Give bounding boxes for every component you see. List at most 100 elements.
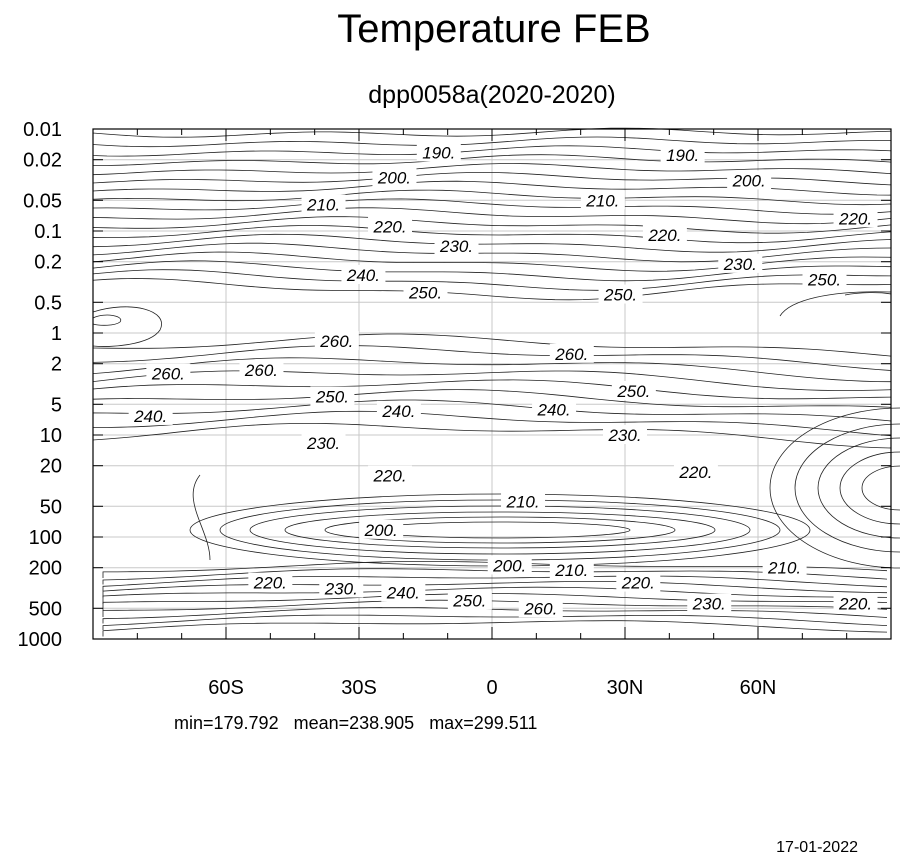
contour-line-50: [192, 474, 211, 561]
contour-label-bg: [687, 593, 732, 613]
y-tick-label: 0.05: [23, 190, 62, 212]
y-tick-label: 100: [29, 527, 62, 549]
contour-line-34: [794, 423, 901, 553]
contour-lines: [92, 127, 901, 637]
contour-label-bg: [833, 208, 878, 228]
y-tick-label: 500: [29, 598, 62, 620]
y-tick-label: 200: [29, 558, 62, 580]
contour-label-bg: [487, 555, 532, 575]
date-text: 17-01-2022: [776, 839, 858, 856]
contour-line-17: [92, 278, 892, 301]
contour-label-23: 240.: [537, 400, 571, 419]
y-tick-label: 50: [40, 496, 62, 518]
contour-label-32: 210.: [767, 559, 801, 578]
contour-line-33: [769, 407, 901, 569]
contour-label-12: 250.: [408, 283, 442, 302]
contour-line-9: [92, 207, 892, 225]
contour-line-10: [92, 216, 892, 234]
y-tick-label: 0.1: [34, 221, 62, 243]
contour-label-bg: [310, 386, 355, 406]
contour-label-bg: [319, 578, 364, 598]
contour-label-31: 210.: [554, 561, 588, 580]
contour-line-8: [92, 198, 892, 215]
contour-label-7: 220.: [647, 226, 681, 245]
contour-label-39: 250.: [452, 592, 486, 611]
contour-line-12: [92, 233, 892, 253]
contour-line-28: [219, 499, 781, 561]
y-tick-label: 0.2: [34, 252, 62, 274]
contour-line-20: [92, 357, 892, 383]
x-tick-label: 30S: [341, 677, 377, 699]
contour-label-24: 230.: [306, 434, 340, 453]
y-tick-label: 0.02: [23, 150, 62, 172]
contour-label-4: 210.: [306, 196, 340, 215]
y-tick-label: 0.01: [23, 119, 62, 141]
contour-label-bg: [372, 167, 417, 187]
contour-line-51: [779, 291, 892, 317]
contour-label-33: 220.: [253, 574, 287, 593]
contour-line-3: [92, 154, 892, 167]
contour-label-35: 220.: [838, 595, 872, 614]
chart-title: Temperature FEB: [337, 7, 650, 51]
contour-label-26: 220.: [372, 467, 406, 486]
contour-line-37: [861, 465, 901, 511]
x-axis-ticks: 60S 30S 0 30N 60N: [136, 129, 848, 699]
contour-label-2: 200.: [377, 169, 411, 188]
contour-label-25: 230.: [607, 426, 641, 445]
contour-label-bg: [146, 363, 191, 383]
contour-label-bg: [447, 590, 492, 610]
contour-label-bg: [549, 343, 594, 363]
contour-label-bg: [532, 399, 577, 419]
contour-label-bg: [368, 465, 413, 485]
contour-label-bg: [518, 598, 563, 618]
contour-label-bg: [673, 461, 718, 481]
y-tick-label: 5: [51, 394, 62, 416]
y-tick-label: 20: [40, 456, 62, 478]
contour-label-bg: [727, 170, 772, 190]
contour-line-22: [92, 379, 892, 400]
y-tick-label: 0.5: [34, 292, 62, 314]
y-tick-label: 2: [51, 354, 62, 376]
y-tick-label: 1: [51, 323, 62, 345]
contour-line-7: [92, 189, 892, 206]
contour-label-6: 220.: [372, 217, 406, 236]
contour-line-46: [102, 614, 888, 630]
contour-line-27: [189, 493, 811, 567]
contour-label-bg: [762, 557, 807, 577]
contour-label-bg: [359, 519, 404, 539]
contour-label-bg: [403, 282, 448, 302]
contour-label-bg: [580, 190, 625, 210]
contour-label-18: 260.: [244, 361, 278, 380]
contour-label-28: 210.: [505, 493, 539, 512]
contour-label-bg: [248, 572, 293, 592]
contour-line-36: [839, 451, 901, 525]
contour-label-9: 230.: [439, 237, 473, 256]
contour-label-13: 250.: [603, 286, 637, 305]
contour-label-bg: [802, 269, 847, 289]
contour-label-36: 230.: [324, 580, 358, 599]
contour-label-bg: [718, 253, 763, 273]
contour-label-bg: [368, 216, 413, 236]
contour-label-1: 190.: [666, 146, 699, 165]
contour-line-25: [92, 410, 892, 437]
contour-line-16: [92, 269, 892, 291]
y-tick-label: 10: [40, 425, 62, 447]
x-tick-label: 60S: [208, 677, 244, 699]
contour-label-11: 240.: [346, 266, 380, 285]
contour-label-29: 200.: [364, 521, 398, 540]
contour-label-bg: [381, 582, 426, 602]
contour-label-bg: [376, 400, 421, 420]
contour-line-45: [102, 607, 888, 624]
contour-line-11: [92, 225, 892, 244]
chart-subtitle: dpp0058a(2020-2020): [368, 81, 615, 109]
x-tick-label: 60N: [740, 677, 777, 699]
contour-line-0: [92, 127, 892, 138]
y-axis-ticks: 0.01 0.02 0.05 0.1 0.2 0.5 1 2 5 10 20 50 100 200 500 1…: [18, 119, 891, 651]
contour-line-18: [92, 333, 892, 357]
contour-label-40: 260.: [523, 599, 557, 618]
contour-label-21: 240.: [133, 407, 167, 426]
contour-line-1: [92, 136, 892, 148]
stats-text: min=179.792 mean=238.905 max=299.511: [174, 713, 537, 733]
contour-line-21: [92, 370, 892, 391]
